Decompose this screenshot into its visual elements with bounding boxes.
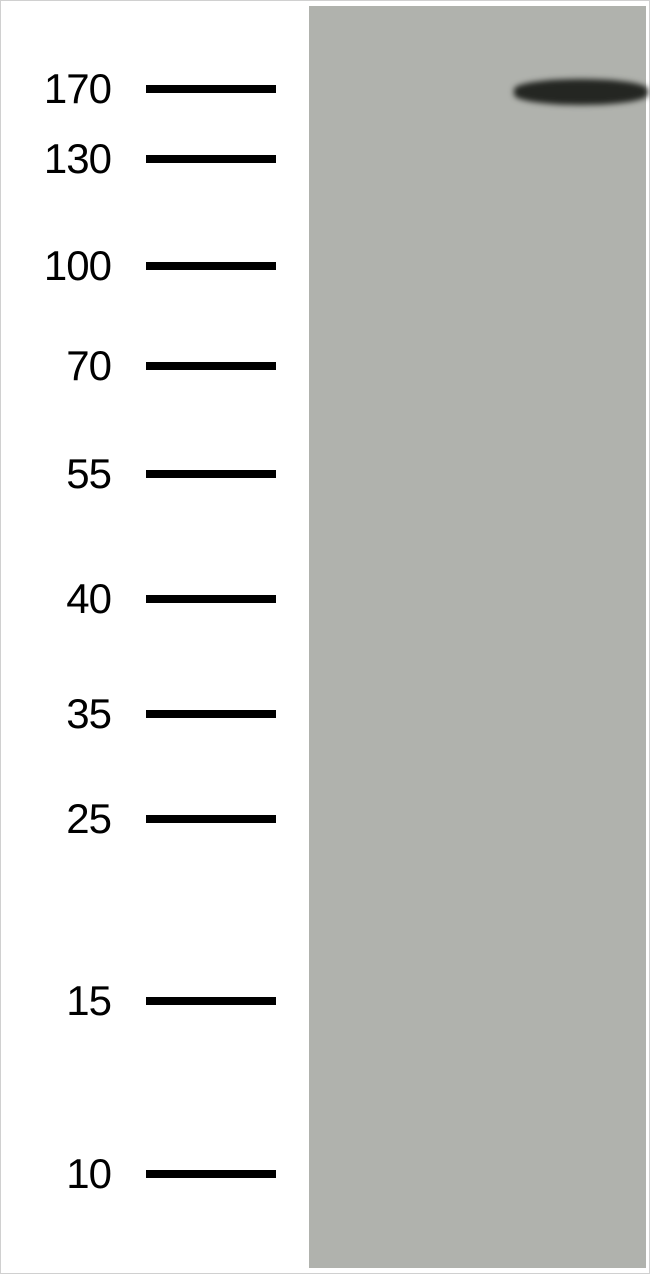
marker-row: 40 — [1, 575, 276, 623]
marker-line — [146, 470, 276, 478]
blot-membrane-area — [309, 6, 646, 1268]
marker-row: 10 — [1, 1150, 276, 1198]
marker-label: 100 — [1, 242, 111, 290]
marker-label: 170 — [1, 65, 111, 113]
marker-row: 100 — [1, 242, 276, 290]
marker-line — [146, 155, 276, 163]
marker-row: 130 — [1, 135, 276, 183]
western-blot-figure: 170 130 100 70 55 40 35 25 15 10 — [1, 1, 649, 1273]
marker-label: 40 — [1, 575, 111, 623]
marker-line — [146, 815, 276, 823]
marker-line — [146, 362, 276, 370]
marker-line — [146, 85, 276, 93]
marker-line — [146, 262, 276, 270]
marker-row: 35 — [1, 690, 276, 738]
marker-label: 70 — [1, 342, 111, 390]
protein-band — [514, 79, 648, 105]
marker-row: 25 — [1, 795, 276, 843]
marker-row: 55 — [1, 450, 276, 498]
marker-label: 35 — [1, 690, 111, 738]
marker-row: 170 — [1, 65, 276, 113]
marker-row: 70 — [1, 342, 276, 390]
marker-label: 130 — [1, 135, 111, 183]
marker-label: 10 — [1, 1150, 111, 1198]
marker-label: 25 — [1, 795, 111, 843]
marker-line — [146, 710, 276, 718]
marker-line — [146, 997, 276, 1005]
marker-line — [146, 595, 276, 603]
marker-line — [146, 1170, 276, 1178]
marker-row: 15 — [1, 977, 276, 1025]
marker-label: 15 — [1, 977, 111, 1025]
marker-label: 55 — [1, 450, 111, 498]
